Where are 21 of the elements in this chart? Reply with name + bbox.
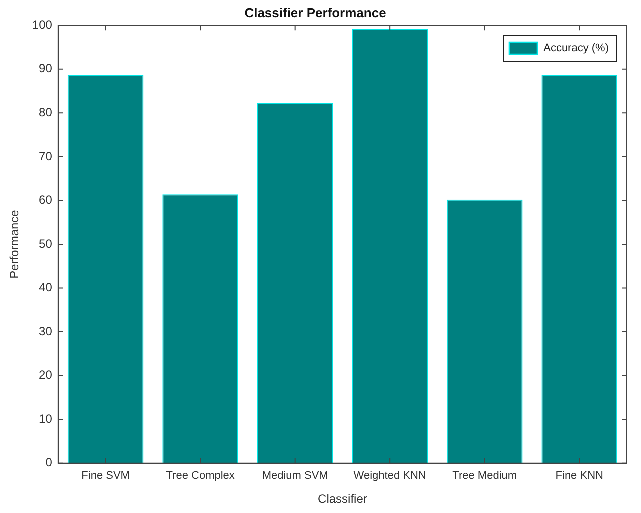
y-tick-label: 70 <box>39 149 53 164</box>
chart-title: Classifier Performance <box>244 5 386 20</box>
x-axis-title: Classifier <box>318 492 368 506</box>
x-tick-label: Tree Medium <box>452 470 518 482</box>
x-tick-label: Fine KNN <box>556 470 604 482</box>
y-tick-label: 0 <box>46 456 53 470</box>
x-tick-label: Medium SVM <box>262 470 328 482</box>
x-tick-label: Fine SVM <box>82 470 130 482</box>
y-tick-label: 100 <box>32 18 53 32</box>
y-tick-label: 20 <box>39 368 53 382</box>
y-tick-label: 80 <box>39 105 53 120</box>
y-tick-label: 30 <box>39 324 53 338</box>
y-tick-label: 50 <box>39 236 53 251</box>
legend-label: Accuracy (%) <box>544 42 610 55</box>
y-tick-label: 60 <box>39 193 53 208</box>
y-tick-label: 40 <box>39 280 53 295</box>
x-tick-label: Tree Complex <box>166 470 236 482</box>
x-tick-label: Weighted KNN <box>354 470 426 482</box>
y-axis-title: Performance <box>8 210 22 279</box>
y-tick-label: 90 <box>39 62 53 76</box>
y-tick-label: 10 <box>39 412 53 426</box>
